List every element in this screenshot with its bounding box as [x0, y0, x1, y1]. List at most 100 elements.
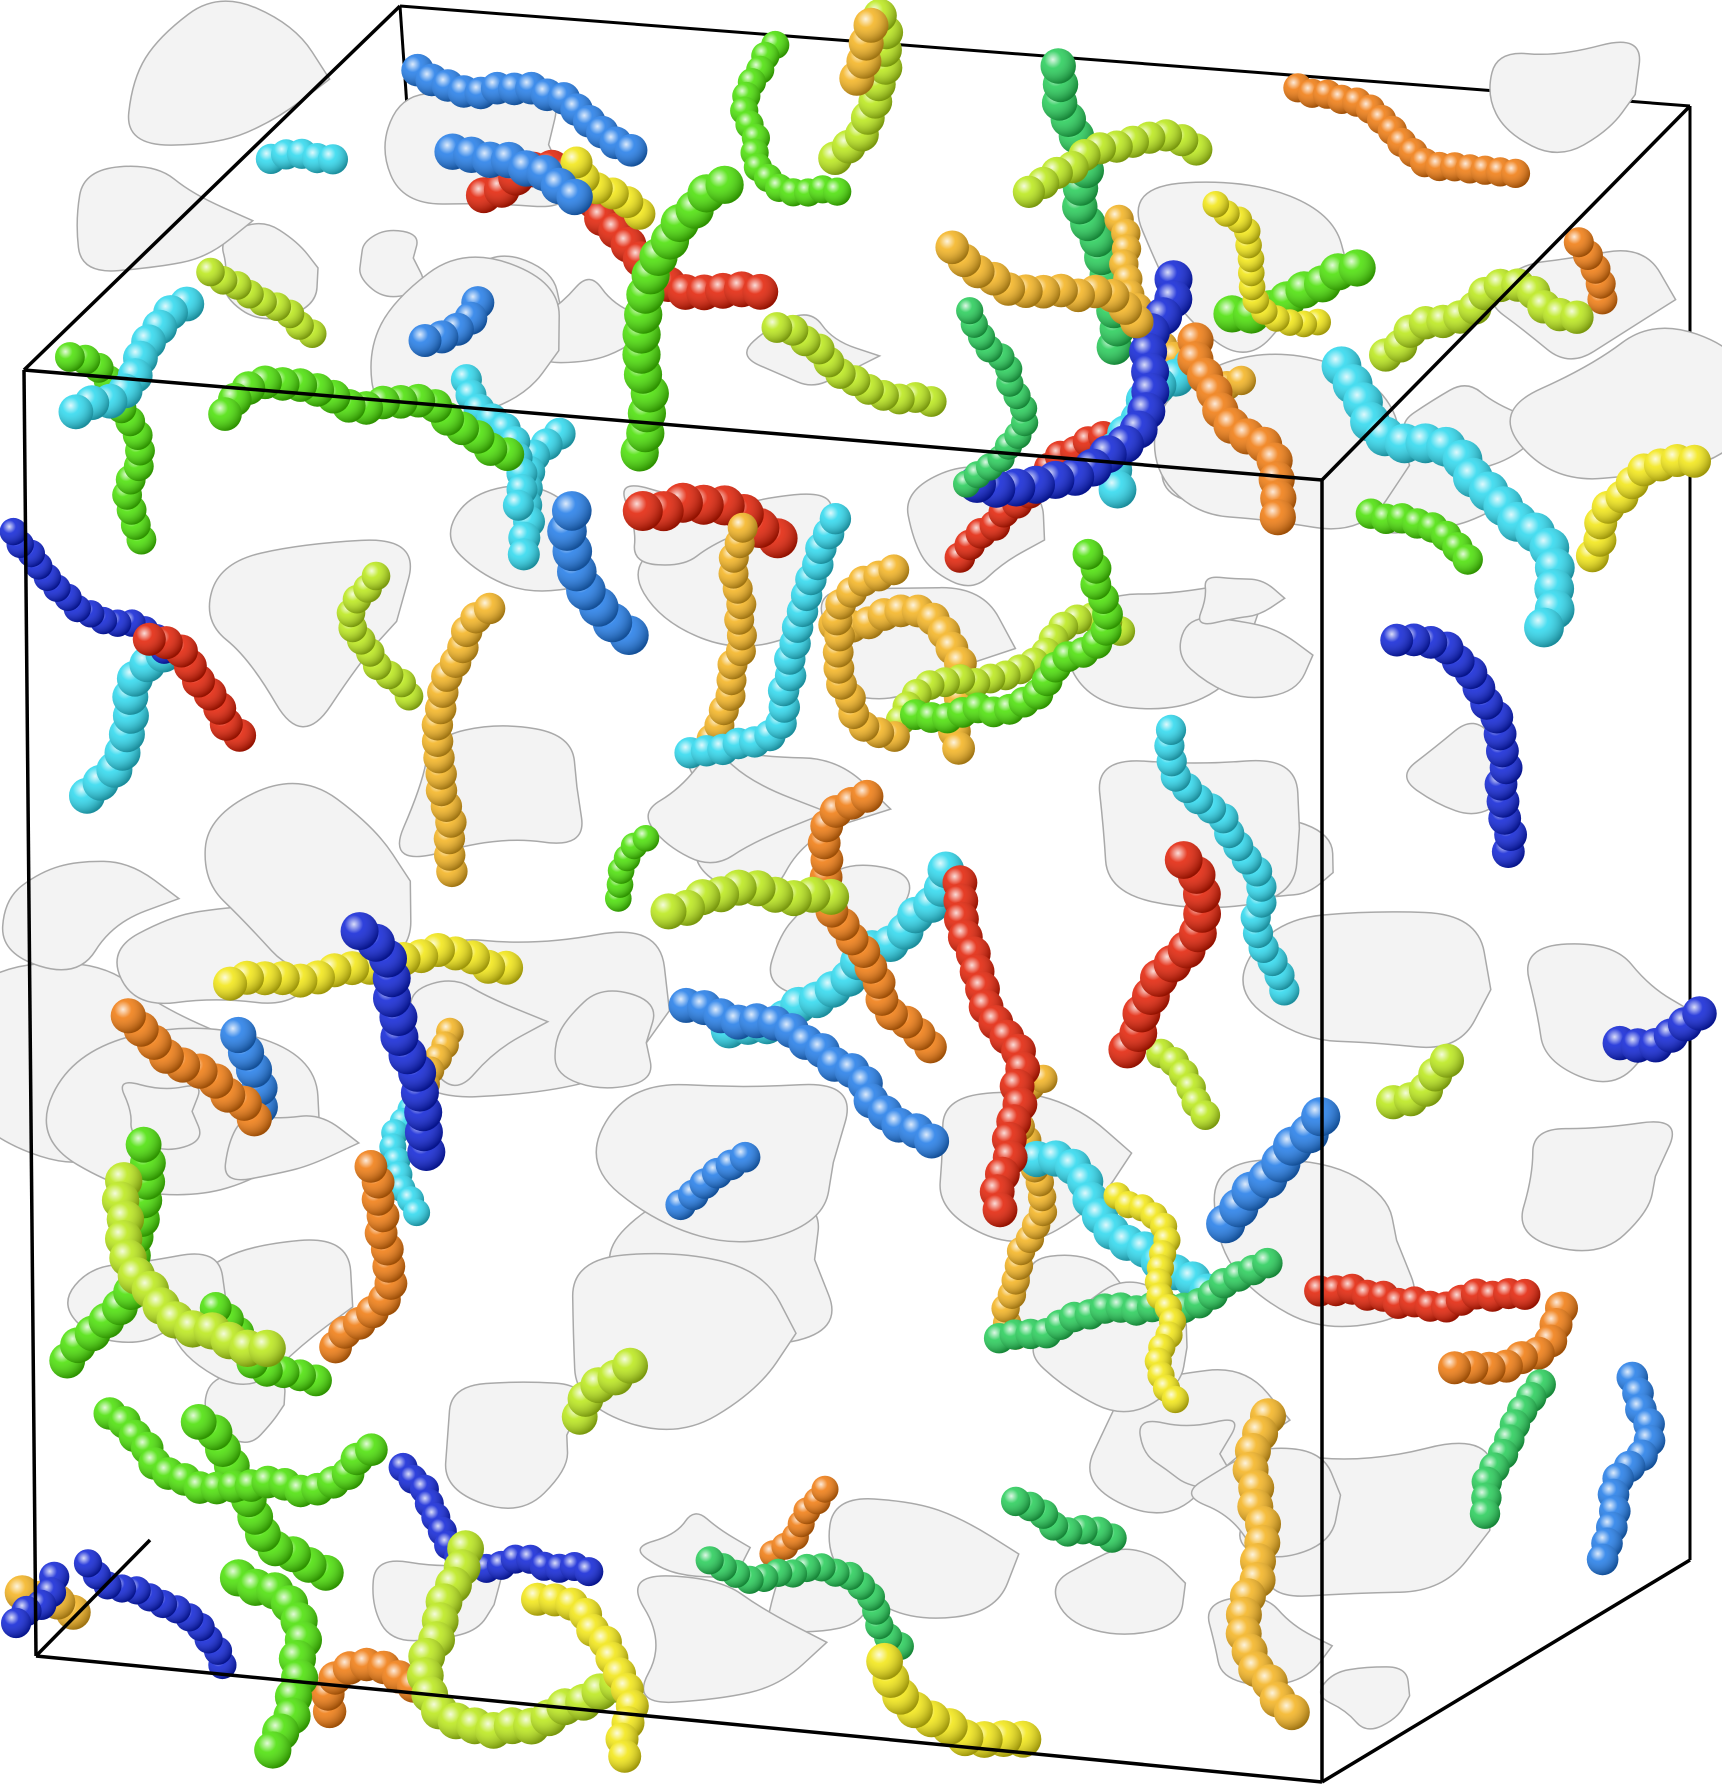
bead-chain — [1563, 227, 1618, 315]
bead-chain — [1202, 191, 1331, 338]
bead-highlight — [408, 324, 442, 357]
bead-chain — [336, 561, 424, 711]
surface-patch — [1509, 327, 1722, 480]
bead-chain — [547, 491, 649, 655]
bead-highlight — [340, 912, 379, 951]
surface-patch — [1521, 1121, 1674, 1252]
bead-highlight — [942, 731, 975, 765]
bead-highlight — [1273, 1694, 1310, 1731]
bead-chain — [406, 1530, 637, 1749]
bead-highlight — [729, 1141, 761, 1173]
bead-highlight — [1452, 544, 1483, 575]
bead-chain — [1355, 498, 1483, 575]
bead-highlight — [1259, 499, 1296, 536]
bead-highlight — [1682, 996, 1717, 1031]
bead-chain — [807, 779, 947, 1064]
box-edge-front-bottom — [35, 1654, 1323, 1784]
bead-highlight — [574, 1557, 604, 1587]
bead-highlight — [507, 538, 540, 571]
bead-chain — [761, 312, 947, 417]
bead-highlight — [1380, 623, 1414, 657]
bead-highlight — [866, 1642, 903, 1680]
bead-highlight — [819, 503, 852, 535]
box-edge-front-left — [22, 369, 38, 1657]
surface-patch — [1527, 943, 1695, 1083]
bead-chain — [674, 503, 852, 769]
bead-chain — [58, 286, 205, 430]
bead-highlight — [1678, 444, 1711, 478]
bead-chain — [110, 998, 272, 1137]
bead-highlight — [354, 1150, 388, 1183]
box-edge-top-left — [22, 4, 402, 372]
bead-chain — [942, 865, 1041, 1228]
bead-chain — [821, 554, 910, 752]
bead-highlight — [956, 297, 984, 325]
bead-highlight — [878, 554, 910, 586]
bead-chain — [93, 1397, 388, 1508]
surface-patch — [127, 0, 331, 146]
bead-highlight — [1524, 607, 1564, 648]
bead-highlight — [695, 1546, 724, 1575]
bead-chain — [1380, 623, 1527, 868]
bead-highlight — [612, 1347, 648, 1384]
bead-chain — [561, 1347, 648, 1435]
bead-chain — [696, 512, 758, 755]
bead-highlight — [1072, 538, 1104, 570]
bead-chain — [1575, 444, 1711, 573]
bead-chain — [1602, 996, 1717, 1063]
bead-chain — [180, 1404, 344, 1591]
bead-highlight — [1202, 191, 1230, 218]
bead-chain — [421, 592, 506, 888]
bead-highlight — [132, 622, 166, 656]
bead-chain — [1225, 1398, 1310, 1731]
bead-chain — [953, 297, 1039, 498]
bead-highlight — [473, 592, 506, 625]
bead-chain — [1438, 1291, 1578, 1385]
bead-highlight — [1429, 1043, 1464, 1078]
bead-chain — [196, 257, 327, 349]
bead-highlight — [853, 7, 889, 43]
bead-chain — [255, 138, 348, 175]
bead-highlight — [58, 394, 94, 430]
bead-chain — [1283, 73, 1531, 188]
bead-highlight — [1012, 175, 1045, 208]
bead-chain — [665, 1141, 761, 1221]
bead-highlight — [403, 1199, 431, 1227]
bead-highlight — [727, 512, 758, 543]
bead-highlight — [850, 779, 884, 813]
bead-chain — [1012, 119, 1213, 208]
bead-chain — [388, 1452, 604, 1587]
bead-chain — [1206, 1097, 1341, 1244]
bead-chain — [650, 869, 850, 930]
bead-highlight — [355, 1433, 388, 1466]
bead-chain — [1154, 714, 1300, 1006]
bead-chain — [1321, 346, 1575, 648]
bead-chain — [1, 1561, 70, 1639]
bead-highlight — [1500, 158, 1531, 188]
bead-chain — [695, 1546, 914, 1661]
surface-patch — [1198, 576, 1286, 625]
bead-chain — [1001, 1486, 1127, 1553]
surface-patch — [571, 1252, 797, 1431]
bead-highlight — [248, 1329, 286, 1368]
bead-highlight — [1469, 1498, 1501, 1529]
bead-highlight — [110, 998, 146, 1034]
surface-patch — [637, 1575, 829, 1704]
bead-highlight — [1161, 1385, 1189, 1414]
bead-highlight — [1164, 841, 1203, 879]
surface-patch — [554, 990, 655, 1089]
bead-chain — [219, 1559, 322, 1769]
bead-highlight — [1586, 1543, 1619, 1576]
bead-highlight — [1190, 1100, 1221, 1130]
bead-highlight — [317, 144, 348, 175]
bead-highlight — [811, 1475, 839, 1503]
bead-highlight — [632, 825, 660, 852]
bead-highlight — [361, 561, 391, 591]
bead-chain — [983, 1247, 1283, 1354]
box-edge-bottom-left — [34, 1538, 152, 1658]
bead-highlight — [650, 893, 687, 930]
bead-highlight — [254, 1731, 292, 1769]
bead-highlight — [73, 1549, 103, 1578]
